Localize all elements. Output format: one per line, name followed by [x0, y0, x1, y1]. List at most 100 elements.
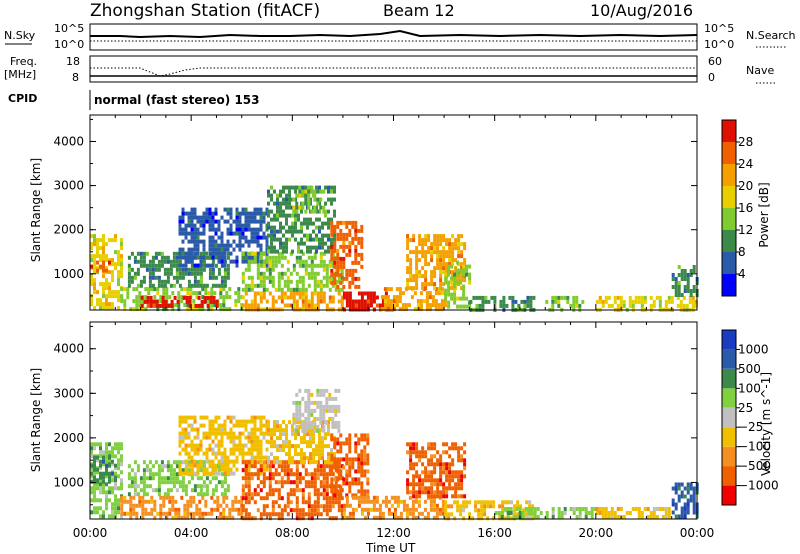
xtick-label: 08:00 [275, 526, 310, 540]
velocity-colorbar-tick-label: −100 [738, 440, 771, 454]
power-colorbar-swatch [722, 208, 736, 230]
velocity-colorbar-tick-label: −1000 [738, 479, 779, 493]
power-colorbar-tick-label: 12 [738, 223, 753, 237]
velocity-colorbar-swatch [722, 427, 736, 447]
freq-tick-top: 18 [66, 55, 80, 68]
cpid-label: CPID [8, 92, 37, 105]
power-region [120, 287, 244, 312]
nsky-tick-top: 10^5 [54, 22, 84, 35]
nave-tick-top: 60 [708, 55, 722, 68]
velocity-region [267, 420, 336, 465]
power-colorbar-swatch [722, 186, 736, 208]
velocity-region [494, 507, 597, 519]
xtick-label: 20:00 [579, 526, 614, 540]
nsky-label: N.Sky [4, 29, 36, 42]
velocity-panel: 4000 3000 2000 1000 [53, 321, 699, 521]
velocity-colorbar-label: Velocity [m s^-1] [759, 372, 773, 476]
power-colorbar-swatch [722, 252, 736, 274]
power-region [140, 295, 219, 308]
xtick-label: 00:00 [73, 526, 108, 540]
freq-tick-bottom: 8 [72, 71, 79, 84]
xtick-label: 12:00 [376, 526, 411, 540]
freq-strip-frame [89, 55, 698, 83]
velocity-colorbar-swatch [722, 349, 736, 369]
power-region [545, 295, 585, 312]
velocity-colorbar-swatch [722, 388, 736, 408]
power-colorbar-tick-label: 16 [738, 201, 753, 215]
velocity-colorbar-tick-label: −25 [738, 420, 763, 434]
velocity-ytick-label: 4000 [53, 342, 84, 356]
power-colorbar-swatch [722, 274, 736, 296]
freq-label: Freq. [10, 55, 37, 68]
power-region [444, 260, 472, 309]
nsearch-tick-top: 10^5 [704, 22, 734, 35]
power-colorbar-tick-label: 28 [738, 135, 753, 149]
velocity-region [292, 388, 341, 433]
power-colorbar-swatch [722, 164, 736, 186]
velocity-colorbar-swatch [722, 466, 736, 486]
velocity-ytick-label: 2000 [53, 431, 84, 445]
velocity-colorbar-swatch [722, 485, 736, 505]
beam-label: Beam 12 [383, 1, 455, 20]
velocity-region [330, 433, 370, 498]
x-axis-label: Time UT [365, 541, 416, 554]
power-colorbar-tick-label: 24 [738, 157, 753, 171]
power-colorbar-tick-label: 4 [738, 267, 746, 281]
velocity-colorbar-tick-label: 1000 [738, 342, 769, 356]
velocity-colorbar: 1000 500 100 25 −25 −100 −500 −1000 [721, 329, 779, 506]
velocity-colorbar-tick-label: 500 [738, 362, 761, 376]
power-colorbar-swatch [722, 142, 736, 164]
nave-tick-bottom: 0 [708, 71, 715, 84]
power-colorbar-swatch [722, 230, 736, 252]
velocity-ytick-label: 3000 [53, 386, 84, 400]
power-panel: 4000 3000 2000 1000 [53, 114, 699, 312]
power-region [330, 220, 364, 289]
power-panel-frame [89, 114, 698, 311]
power-region [292, 185, 326, 214]
power-colorbar-label: Power [dB] [757, 182, 771, 247]
nsearch-label: N.Search [746, 29, 796, 42]
velocity-colorbar-swatch [722, 446, 736, 467]
nsky-series [90, 29, 698, 39]
velocity-colorbar-tick-label: 100 [738, 381, 761, 395]
xtick-label: 04:00 [174, 526, 209, 540]
power-ytick-label: 2000 [53, 223, 84, 237]
velocity-colorbar-tick-label: −500 [738, 459, 771, 473]
date-label: 10/Aug/2016 [590, 1, 693, 20]
power-ytick-label: 4000 [53, 134, 84, 148]
velocity-region [671, 482, 699, 519]
cpid-value: normal (fast stereo) 153 [94, 93, 260, 107]
nsearch-tick-bottom: 10^0 [704, 38, 734, 51]
velocity-colorbar-frame [721, 329, 737, 506]
velocity-colorbar-swatch [722, 330, 736, 350]
power-colorbar-tick-label: 8 [738, 245, 746, 259]
velocity-region [241, 460, 344, 521]
freq-unit: [MHz] [4, 68, 36, 81]
xtick-label: 00:00 [680, 526, 715, 540]
velocity-y-axis-label: Slant Range [km] [29, 368, 43, 472]
power-ytick-label: 1000 [53, 267, 84, 281]
nave-series [90, 67, 697, 77]
velocity-colorbar-swatch [722, 368, 736, 389]
time-axis-ticks: 00:00 04:00 08:00 12:00 16:00 20:00 00:00 [73, 526, 715, 540]
velocity-colorbar-tick-label: 25 [738, 401, 753, 415]
power-colorbar-tick-label: 20 [738, 179, 753, 193]
power-colorbar-swatch [722, 120, 736, 142]
velocity-region [90, 455, 117, 484]
power-colorbar: 28 24 20 16 12 8 4 [721, 119, 753, 297]
power-y-axis-label: Slant Range [km] [29, 158, 43, 262]
velocity-region [342, 495, 445, 520]
velocity-region [120, 495, 244, 520]
nsky-tick-bottom: 10^0 [54, 38, 84, 51]
velocity-region [406, 442, 467, 499]
station-title: Zhongshan Station (fitACF) [90, 1, 320, 21]
velocity-ytick-label: 1000 [53, 475, 84, 489]
nave-label: Nave [746, 64, 774, 77]
power-region [90, 260, 111, 273]
xtick-label: 16:00 [477, 526, 512, 540]
power-region [671, 265, 699, 297]
velocity-colorbar-swatch [722, 407, 736, 428]
velocity-region [595, 507, 671, 519]
power-region [380, 287, 447, 312]
